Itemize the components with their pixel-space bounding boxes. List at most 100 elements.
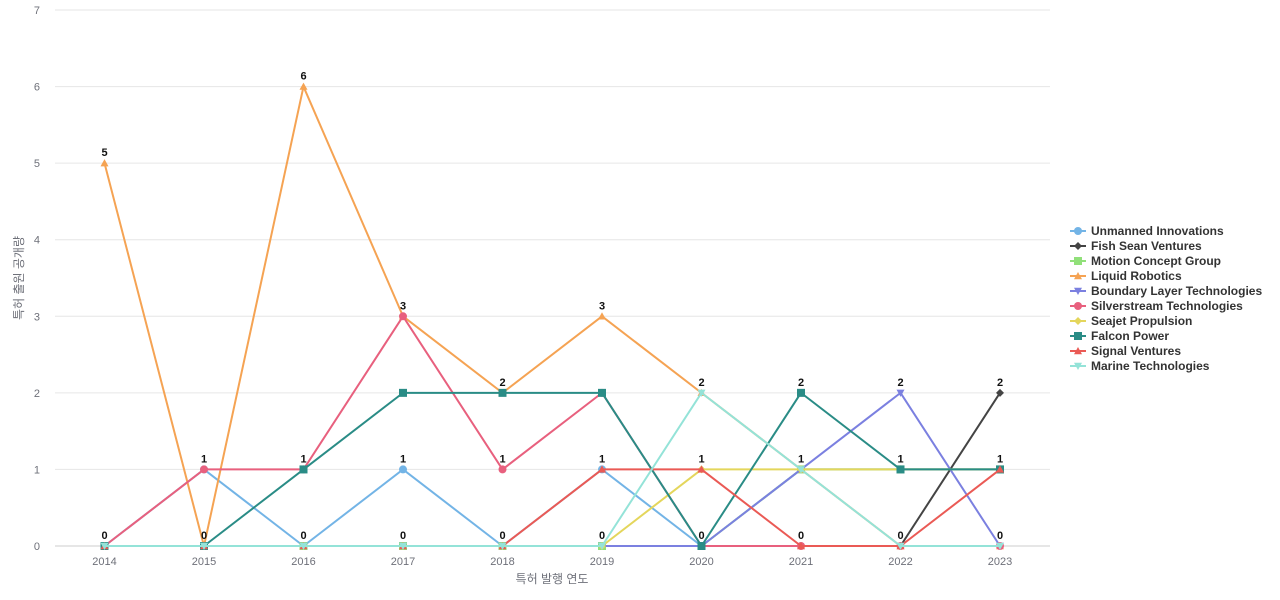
data-point [200, 542, 208, 550]
data-point [996, 388, 1004, 397]
legend-item-falcon-power[interactable]: Falcon Power [1070, 329, 1169, 343]
legend-label: Marine Technologies [1091, 359, 1210, 373]
x-tick-label: 2016 [291, 556, 315, 568]
data-point [996, 465, 1004, 473]
legend-marker [1074, 287, 1082, 295]
legend-item-marine-technologies[interactable]: Marine Technologies [1070, 359, 1210, 373]
series-signal-ventures [100, 465, 1004, 550]
x-tick-label: 2023 [988, 556, 1012, 568]
data-point [498, 465, 507, 474]
data-point [697, 465, 706, 473]
y-tick-label: 0 [34, 541, 40, 553]
y-tick-label: 3 [34, 311, 40, 323]
data-point [598, 465, 606, 473]
legend-item-signal-ventures[interactable]: Signal Ventures [1070, 344, 1181, 358]
legend-item-unmanned-innovations[interactable]: Unmanned Innovations [1070, 224, 1224, 238]
legend-label: Unmanned Innovations [1091, 224, 1224, 238]
series-line [104, 391, 1000, 547]
legend-label: Silverstream Technologies [1091, 299, 1243, 313]
x-tick-label: 2022 [888, 556, 912, 568]
series-line [104, 391, 1000, 547]
data-label: 2 [897, 377, 903, 389]
y-axis-title: 특허 출원 공개량 [12, 236, 26, 320]
data-label: 1 [201, 453, 207, 465]
data-point [896, 542, 905, 550]
legend-label: Fish Sean Ventures [1091, 239, 1202, 253]
data-label: 0 [897, 530, 903, 542]
legend-marker [1074, 347, 1082, 355]
x-tick-label: 2021 [789, 556, 813, 568]
data-labels: 5 0 1 0 6 1 0 3 1 0 2 1 0 3 1 0 2 1 0 2 1 0 2 1 0 2 1 0 [101, 71, 1003, 542]
series-marine-technologies [100, 389, 1004, 550]
data-point [797, 388, 805, 397]
legend-item-motion-concept-group[interactable]: Motion Concept Group [1070, 254, 1221, 268]
data-label: 1 [499, 453, 505, 465]
data-label: 0 [798, 530, 804, 542]
series [100, 82, 1004, 550]
data-point [498, 542, 507, 550]
legend-marker [1074, 257, 1082, 265]
y-tick-label: 5 [34, 158, 40, 170]
data-label: 0 [400, 530, 406, 542]
y-tick-label: 4 [34, 235, 40, 247]
data-label: 1 [300, 453, 306, 465]
data-label: 0 [698, 530, 704, 542]
data-point [399, 465, 407, 474]
data-point [100, 542, 109, 550]
data-point [598, 542, 606, 550]
data-label: 6 [300, 71, 306, 83]
x-tick-label: 2017 [391, 556, 415, 568]
data-label: 2 [997, 377, 1003, 389]
legend-marker [1074, 272, 1082, 280]
legend-label: Seajet Propulsion [1091, 314, 1192, 328]
legend-item-seajet-propulsion[interactable]: Seajet Propulsion [1070, 314, 1192, 328]
data-point [797, 466, 805, 474]
data-point [797, 542, 805, 550]
data-point [996, 542, 1004, 550]
data-label: 1 [897, 453, 903, 465]
legend-label: Signal Ventures [1091, 344, 1181, 358]
legend-item-boundary-layer-technologies[interactable]: Boundary Layer Technologies [1070, 284, 1262, 298]
data-point [598, 388, 606, 397]
data-label: 0 [499, 530, 505, 542]
y-tick-label: 2 [34, 388, 40, 400]
x-tick-label: 2014 [92, 556, 116, 568]
legend-label: Falcon Power [1091, 329, 1169, 343]
data-point [299, 542, 308, 550]
x-tick-label: 2019 [590, 556, 614, 568]
data-label: 1 [997, 453, 1003, 465]
legend-item-liquid-robotics[interactable]: Liquid Robotics [1070, 269, 1182, 283]
data-point [896, 465, 905, 474]
data-point [299, 82, 308, 90]
x-tick-label: 2018 [490, 556, 514, 568]
data-label: 5 [101, 147, 107, 159]
legend-marker [1074, 227, 1082, 235]
data-point [697, 389, 706, 397]
x-tick-label: 2020 [689, 556, 713, 568]
data-label: 2 [798, 377, 804, 389]
data-label: 1 [698, 453, 704, 465]
data-label: 2 [698, 377, 704, 389]
legend-label: Liquid Robotics [1091, 269, 1182, 283]
legend-item-fish-sean-ventures[interactable]: Fish Sean Ventures [1070, 239, 1202, 253]
legend-item-silverstream-technologies[interactable]: Silverstream Technologies [1070, 299, 1243, 313]
series-silverstream-technologies [100, 312, 1004, 550]
data-point [598, 312, 606, 320]
data-point [399, 312, 407, 321]
data-label: 1 [798, 453, 804, 465]
data-label: 1 [599, 453, 605, 465]
data-label: 0 [997, 530, 1003, 542]
y-tick-label: 1 [34, 464, 40, 476]
data-label: 0 [599, 530, 605, 542]
legend-label: Boundary Layer Technologies [1091, 284, 1262, 298]
y-tick-label: 7 [34, 5, 40, 17]
x-axis-title: 특허 발행 연도 [516, 571, 589, 586]
data-point [896, 389, 905, 397]
legend-marker [1074, 317, 1082, 325]
data-label: 1 [400, 453, 406, 465]
data-point [697, 542, 706, 550]
data-label: 3 [599, 300, 605, 312]
series-line [103, 315, 1000, 547]
